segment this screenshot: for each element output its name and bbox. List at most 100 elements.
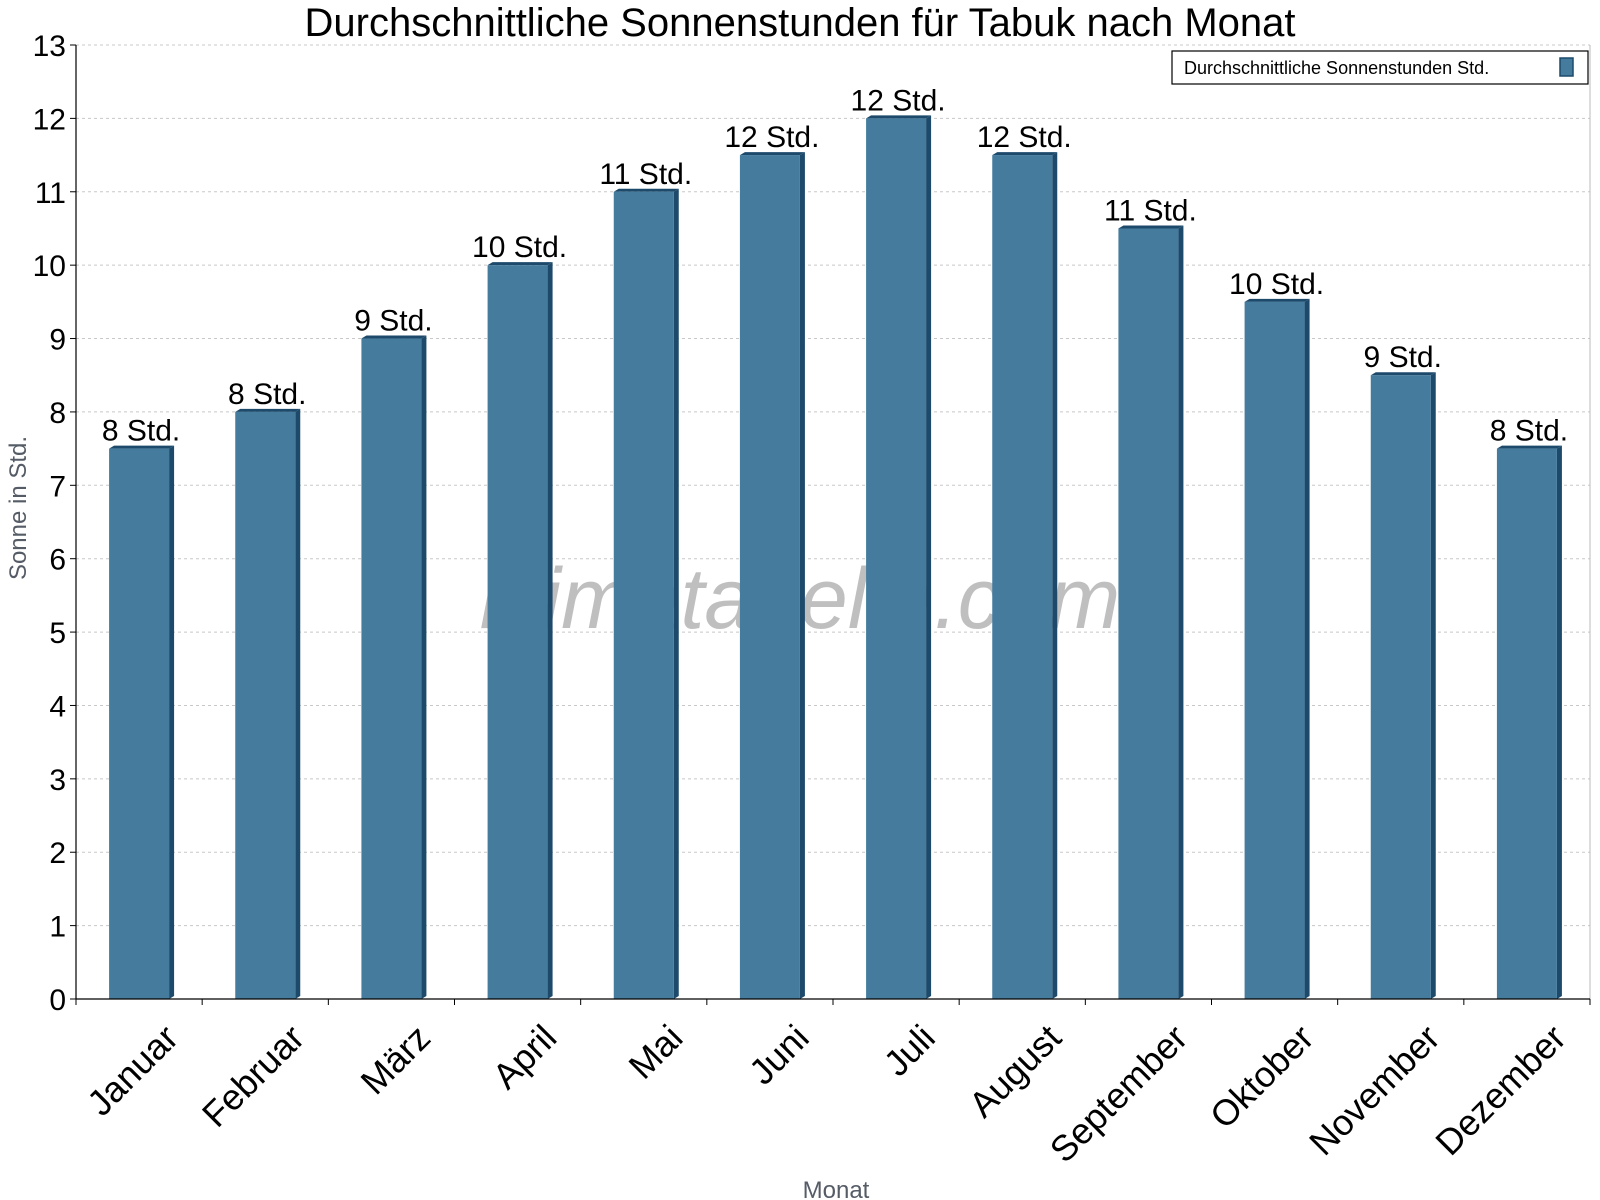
y-tick-label: 7 — [49, 470, 66, 503]
bar-top — [1118, 225, 1184, 229]
bar-juni — [739, 152, 805, 1000]
bar-februar — [235, 408, 301, 999]
bars — [109, 115, 1562, 1000]
bar-front — [1244, 301, 1305, 999]
bar-side — [295, 408, 301, 999]
bar-side — [421, 335, 427, 999]
bar-top — [109, 445, 175, 449]
chart-title: Durchschnittliche Sonnenstunden für Tabu… — [305, 1, 1296, 45]
bar-side — [673, 188, 679, 999]
bar-front — [1118, 228, 1179, 999]
data-label: 10 Std. — [1229, 268, 1324, 301]
data-label: 8 Std. — [1490, 415, 1568, 448]
bar-top — [361, 335, 427, 339]
x-tick-label: November — [1301, 1017, 1447, 1163]
data-label: 8 Std. — [228, 378, 306, 411]
bar-front — [361, 338, 422, 999]
y-tick-label: 9 — [49, 324, 66, 357]
bar-side — [169, 445, 175, 1000]
bar-top — [1496, 445, 1562, 449]
bar-august — [992, 152, 1058, 1000]
x-tick-label: Februar — [194, 1017, 312, 1135]
bar-side — [1052, 152, 1058, 1000]
bar-front — [992, 155, 1053, 1000]
x-tick-label: April — [484, 1017, 564, 1097]
data-label: 11 Std. — [1104, 194, 1197, 227]
bar-top — [613, 188, 679, 192]
bar-side — [926, 115, 932, 999]
legend-swatch — [1559, 57, 1574, 77]
bar-april — [487, 262, 553, 1000]
bar-top — [487, 262, 553, 266]
y-tick-label: 11 — [35, 177, 66, 210]
x-tick-label: Juli — [876, 1017, 943, 1084]
bar-september — [1118, 225, 1184, 999]
grid-lines — [76, 44, 1591, 999]
x-tick-label: Januar — [79, 1017, 186, 1124]
bar-november — [1370, 372, 1436, 999]
x-tick-label: August — [961, 1017, 1069, 1125]
axes — [70, 44, 1591, 1005]
bar-side — [1430, 372, 1436, 999]
bar-front — [613, 191, 674, 999]
x-tick-label: September — [1042, 1017, 1196, 1171]
bar-front — [739, 155, 800, 1000]
bar-side — [547, 262, 553, 1000]
legend-box — [1171, 50, 1589, 85]
bar-top — [235, 408, 301, 412]
data-labels: 8 Std. 8 Std. 9 Std. 10 Std. 11 Std. 12 Std. 1… — [102, 84, 1568, 447]
bar-top — [992, 152, 1058, 156]
bar-side — [1178, 225, 1184, 999]
data-label: 12 Std. — [851, 84, 946, 117]
bar-top — [739, 152, 805, 156]
x-tick-label: März — [353, 1017, 439, 1103]
y-tick-label: 8 — [49, 397, 66, 430]
x-axis-title: Monat — [803, 1177, 870, 1200]
bar-januar — [109, 445, 175, 1000]
legend-label: Durchschnittliche Sonnenstunden Std. — [1184, 58, 1489, 78]
bar-juli — [866, 115, 932, 999]
legend: Durchschnittliche Sonnenstunden Std. — [1171, 50, 1589, 85]
bar-top — [866, 115, 932, 119]
bar-oktober — [1244, 298, 1310, 999]
data-label: 9 Std. — [1364, 341, 1442, 374]
y-axis-title: Sonne in Std. — [5, 436, 32, 580]
bar-front — [487, 265, 548, 1000]
x-tick-label: Mai — [620, 1017, 690, 1087]
data-label: 12 Std. — [977, 121, 1072, 154]
data-label: 9 Std. — [354, 305, 432, 338]
y-tick-label: 6 — [49, 544, 66, 577]
y-tick-label: 12 — [33, 103, 66, 136]
y-tick-label: 10 — [33, 250, 66, 283]
y-tick-label: 4 — [49, 690, 66, 723]
bar-märz — [361, 335, 427, 999]
bar-front — [235, 411, 296, 999]
x-tick-label: Juni — [741, 1017, 817, 1093]
bar-front — [866, 118, 927, 999]
data-label: 11 Std. — [599, 158, 692, 191]
y-tick-label: 2 — [49, 837, 66, 870]
y-tick-label: 5 — [49, 617, 66, 650]
bar-top — [1244, 298, 1310, 302]
y-tick-label: 3 — [49, 764, 66, 797]
bar-mai — [613, 188, 679, 999]
x-tick-label: Oktober — [1202, 1017, 1322, 1137]
data-label: 12 Std. — [724, 121, 819, 154]
bar-side — [799, 152, 805, 1000]
bar-side — [1556, 445, 1562, 1000]
data-label: 8 Std. — [102, 415, 180, 448]
data-label: 10 Std. — [472, 231, 567, 264]
bar-top — [1370, 372, 1436, 376]
bar-side — [1304, 298, 1310, 999]
bar-dezember — [1496, 445, 1562, 1000]
y-tick-label: 0 — [49, 984, 66, 1017]
bar-front — [1370, 375, 1431, 999]
y-tick-label: 13 — [33, 30, 66, 63]
bar-front — [109, 448, 170, 1000]
bar-front — [1496, 448, 1557, 1000]
y-tick-label: 1 — [49, 911, 66, 944]
x-tick-labels: Januar Februar März April Mai Juni Juli AugustS… — [79, 1017, 1574, 1171]
x-tick-label: Dezember — [1427, 1017, 1573, 1163]
